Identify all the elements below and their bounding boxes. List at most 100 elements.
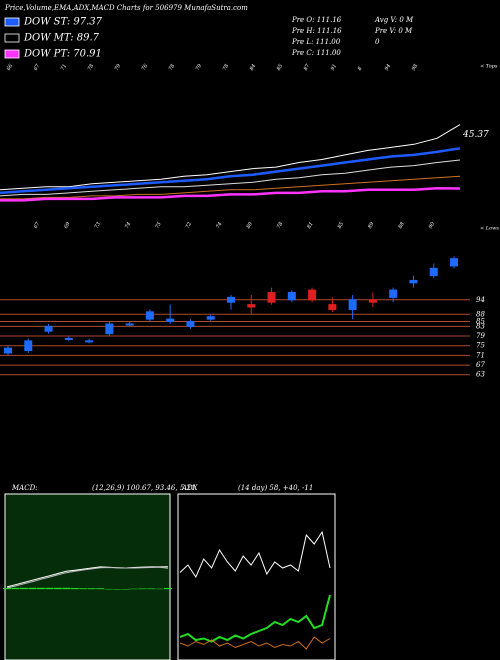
histogram-bar xyxy=(70,588,79,590)
macd-title: MACD: xyxy=(11,484,38,492)
candle-body xyxy=(267,292,276,303)
candle-body xyxy=(450,258,458,267)
price-info: Avg V: 0 M xyxy=(374,16,414,24)
histogram-bar xyxy=(79,588,88,590)
line xyxy=(0,187,461,202)
candle-body xyxy=(368,299,377,303)
bottom-label: 88 xyxy=(397,221,405,230)
candle-body xyxy=(4,347,12,354)
end-label: 45.37 xyxy=(462,130,489,140)
level-label: 63 xyxy=(476,371,485,379)
top-label: 78 xyxy=(222,63,230,72)
histogram-bar xyxy=(147,588,156,590)
histogram-bar xyxy=(45,587,54,590)
candle-body xyxy=(287,292,296,301)
price-info: Pre C: 111.00 xyxy=(291,49,341,57)
candle-body xyxy=(328,304,337,310)
bottom-label: 81 xyxy=(306,221,314,230)
candle-body xyxy=(125,323,134,326)
bottom-label: 74 xyxy=(124,221,132,230)
histogram-bar xyxy=(28,587,37,590)
line xyxy=(0,175,461,200)
adx-title: ADX xyxy=(181,484,199,492)
top-label: 76 xyxy=(141,63,150,72)
candle-body xyxy=(145,311,154,320)
macd-panel xyxy=(4,493,171,660)
candle-body xyxy=(409,279,418,284)
level-label: 75 xyxy=(476,342,485,350)
level-label: 85 xyxy=(476,318,485,326)
bottom-label: 80 xyxy=(246,221,255,230)
top-label: 84 xyxy=(249,63,257,72)
top-label: 87 xyxy=(303,63,312,72)
line xyxy=(179,530,331,579)
legend-swatch xyxy=(4,17,20,27)
top-label: 85 xyxy=(276,63,284,72)
line xyxy=(0,147,461,195)
histogram-bar xyxy=(121,589,130,590)
candle-body xyxy=(206,316,215,320)
bottom-label: 78 xyxy=(276,221,284,230)
bottom-label: 72 xyxy=(185,221,193,230)
candle-body xyxy=(64,337,73,340)
price-info: Pre L: 111.00 xyxy=(291,38,341,46)
bottom-label: 69 xyxy=(63,221,72,230)
candle-body xyxy=(85,340,94,343)
price-info: Pre O: 111.16 xyxy=(291,16,342,24)
histogram-bar xyxy=(104,588,113,590)
legend-swatch xyxy=(4,33,20,43)
candle-body xyxy=(166,318,175,323)
histogram-bar xyxy=(11,587,20,590)
candle-body xyxy=(186,321,195,327)
bottom-label: 67 xyxy=(33,221,42,230)
histogram-bar xyxy=(96,588,105,590)
histogram-bar xyxy=(87,588,96,590)
legend-swatch xyxy=(4,49,20,59)
histogram-bar xyxy=(62,587,71,590)
price-info: 0 xyxy=(375,38,380,46)
price-info: Pre V: 0 M xyxy=(374,27,413,35)
histogram-bar xyxy=(163,587,173,590)
top-label: 91 xyxy=(330,63,338,72)
line xyxy=(6,566,169,588)
lows-note: < Lows xyxy=(480,226,499,232)
top-label: 8 xyxy=(357,66,364,72)
histogram-bar xyxy=(2,588,12,590)
top-label: 78 xyxy=(87,63,95,72)
top-label: 66 xyxy=(6,63,15,72)
candle-body xyxy=(308,289,317,301)
candle-body xyxy=(227,296,235,303)
candle-body xyxy=(44,325,53,332)
candle-body xyxy=(247,304,256,308)
level-label: 88 xyxy=(476,310,485,318)
line xyxy=(6,566,169,589)
candle-body xyxy=(429,267,438,277)
level-label: 83 xyxy=(476,322,485,330)
top-label: 71 xyxy=(60,63,68,72)
bottom-label: 74 xyxy=(215,221,223,230)
line xyxy=(179,636,331,650)
top-label: 78 xyxy=(168,63,176,72)
level-label: 67 xyxy=(476,361,485,369)
bottom-label: 73 xyxy=(94,221,102,230)
candle-body xyxy=(348,299,357,310)
candle-body xyxy=(105,323,114,335)
line xyxy=(0,124,461,191)
top-label: 67 xyxy=(33,63,42,72)
top-label: 79 xyxy=(114,63,123,72)
level-label: 79 xyxy=(476,332,485,340)
bottom-label: 89 xyxy=(367,221,376,230)
top-label: 98 xyxy=(411,63,419,72)
histogram-bar xyxy=(138,588,147,590)
tops-note: < Tops xyxy=(480,64,498,70)
histogram-bar xyxy=(130,588,139,590)
bottom-label: 90 xyxy=(428,221,437,230)
candle-body xyxy=(389,289,398,298)
histogram-bar xyxy=(155,588,164,590)
histogram-bar xyxy=(53,587,62,590)
adx-subtitle: (14 day) 58, +40, -11 xyxy=(238,484,313,492)
line xyxy=(0,159,461,197)
line xyxy=(179,594,331,643)
legend-label: DOW ST: 97.37 xyxy=(23,17,103,28)
